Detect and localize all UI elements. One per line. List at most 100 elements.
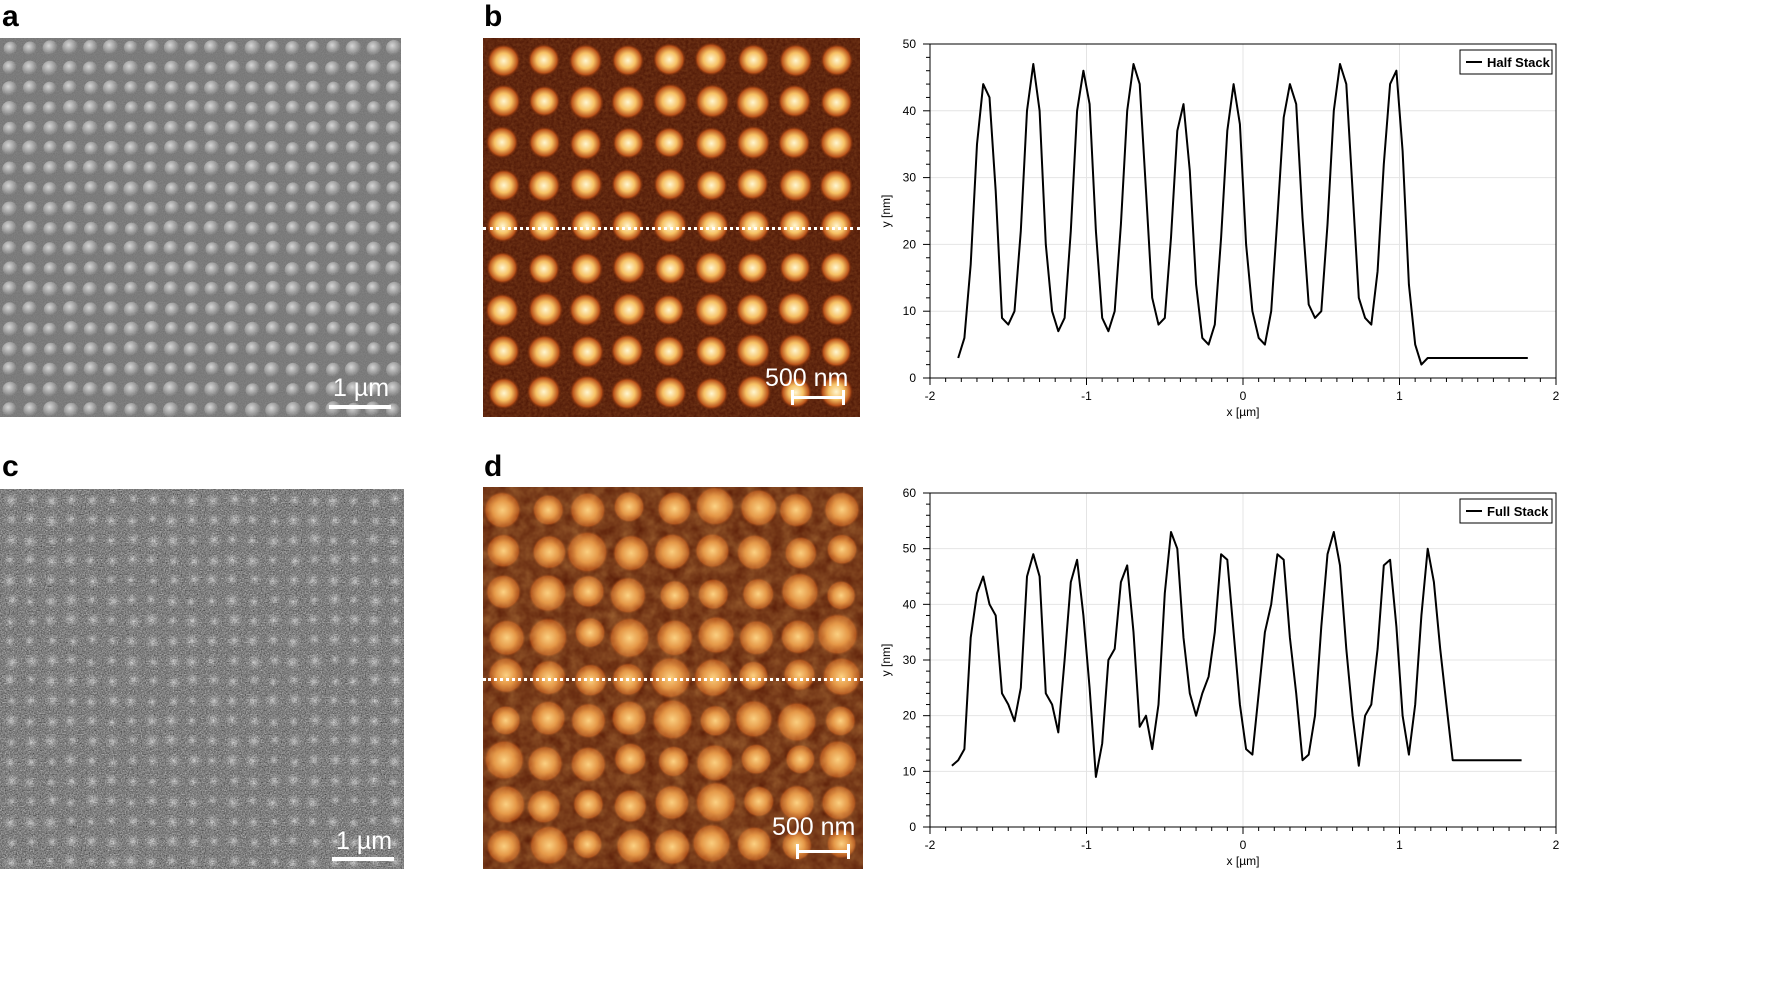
afm-dot: [652, 335, 686, 368]
afm-dot: [777, 126, 811, 160]
afm-dot: [528, 85, 561, 118]
scale-bar-d: [796, 844, 850, 859]
afm-dot: [820, 336, 853, 368]
afm-dot: [778, 208, 812, 243]
sem-image-c-svg: [0, 489, 404, 869]
afm-dot: [694, 376, 729, 411]
afm-dot: [820, 292, 855, 327]
y-axis-label: y [nm]: [879, 644, 893, 677]
scale-bar-b: [791, 390, 845, 405]
profile-line-b: [483, 227, 860, 230]
afm-dot: [818, 125, 854, 161]
x-tick-label: -1: [1081, 838, 1092, 852]
afm-dot: [736, 251, 769, 285]
afm-dot: [569, 167, 604, 202]
afm-dot: [570, 334, 605, 369]
afm-dot: [611, 249, 647, 285]
afm-dot: [610, 333, 645, 368]
afm-dot: [735, 292, 770, 327]
afm-image-full-stack: 500 nm: [483, 487, 863, 869]
panel-label-b: b: [484, 0, 503, 33]
profile-line-series: [951, 531, 1522, 778]
afm-dot: [487, 376, 521, 410]
afm-dot: [612, 126, 645, 160]
x-axis-label: x [µm]: [1227, 405, 1260, 419]
x-axis-label: x [µm]: [1227, 854, 1260, 868]
afm-dot: [653, 252, 687, 285]
afm-dot: [818, 168, 854, 203]
scale-bar-label-c: 1 µm: [336, 827, 393, 855]
y-tick-label: 20: [903, 237, 917, 251]
x-tick-label: 2: [1553, 389, 1560, 403]
afm-dot: [694, 83, 731, 119]
afm-dot: [820, 85, 853, 119]
sem-image-a-svg: [0, 38, 401, 417]
scale-bar-label-a: 1 µm: [333, 374, 390, 402]
x-tick-label: 2: [1553, 838, 1560, 852]
afm-dot: [486, 334, 521, 368]
x-tick-label: 0: [1240, 838, 1247, 852]
panel-label-a: a: [2, 0, 19, 33]
y-tick-label: 10: [903, 764, 917, 778]
afm-dot: [779, 376, 812, 409]
profile-plot-full-stack: -2 -1 0 1 2 0 10 20 30 40 50 60 x [µm] y [nm] Full Sta…: [878, 486, 1568, 887]
afm-dot: [611, 168, 644, 201]
y-tick-label: 10: [903, 304, 917, 318]
afm-dot: [694, 250, 729, 286]
scale-bar-label-b: 500 nm: [765, 364, 849, 392]
afm-dot: [569, 127, 603, 161]
afm-dot: [819, 251, 853, 284]
sem-image-full-stack: 1 µm: [0, 489, 404, 869]
afm-dot: [735, 167, 770, 201]
y-tick-label: 0: [909, 371, 916, 385]
y-tick-label: 50: [903, 542, 917, 556]
afm-dot: [487, 168, 521, 202]
afm-dot: [527, 168, 561, 203]
afm-dot: [527, 252, 560, 285]
afm-dot: [486, 209, 520, 243]
afm-dot: [693, 41, 729, 77]
legend-label: Full Stack: [1487, 504, 1549, 519]
afm-dot: [569, 374, 606, 411]
x-tick-label: -1: [1081, 389, 1092, 403]
afm-dot: [652, 42, 687, 77]
afm-dot: [610, 209, 645, 243]
afm-dot: [568, 84, 605, 121]
afm-dot: [777, 333, 813, 369]
afm-dot: [735, 332, 771, 369]
afm-dot: [737, 43, 770, 77]
profile-line-series: [957, 63, 1528, 366]
x-tick-label: 0: [1240, 389, 1247, 403]
afm-dot: [527, 291, 564, 328]
afm-dot: [484, 293, 520, 328]
afm-dot: [778, 167, 814, 203]
sem-image-half-stack: 1 µm: [0, 38, 401, 417]
afm-dot: [653, 375, 688, 410]
afm-dot: [569, 252, 604, 286]
afm-dot: [569, 209, 604, 243]
afm-dot: [610, 84, 646, 120]
afm-dot: [485, 125, 519, 159]
y-tick-label: 30: [903, 171, 917, 185]
afm-dot: [820, 43, 854, 77]
afm-dot: [485, 251, 519, 285]
afm-dot: [735, 125, 771, 161]
y-tick-label: 50: [903, 37, 917, 51]
y-tick-label: 40: [903, 597, 917, 611]
x-tick-label: 1: [1396, 389, 1403, 403]
y-tick-label: 30: [903, 653, 917, 667]
profile-plot-half-stack: -2 -1 0 1 2 0 10 20 30 40 50 x [µm] y [nm] Half Stack: [878, 37, 1568, 438]
afm-dot: [819, 209, 854, 243]
afm-dot: [486, 43, 521, 78]
afm-dot: [695, 169, 728, 202]
afm-dot: [736, 374, 772, 410]
afm-dot: [777, 83, 812, 119]
afm-dot: [526, 374, 562, 410]
afm-dot: [486, 83, 522, 119]
x-tick-label: -2: [925, 838, 936, 852]
afm-dot: [610, 376, 644, 411]
afm-dot: [653, 126, 686, 159]
afm-dot: [778, 43, 814, 78]
